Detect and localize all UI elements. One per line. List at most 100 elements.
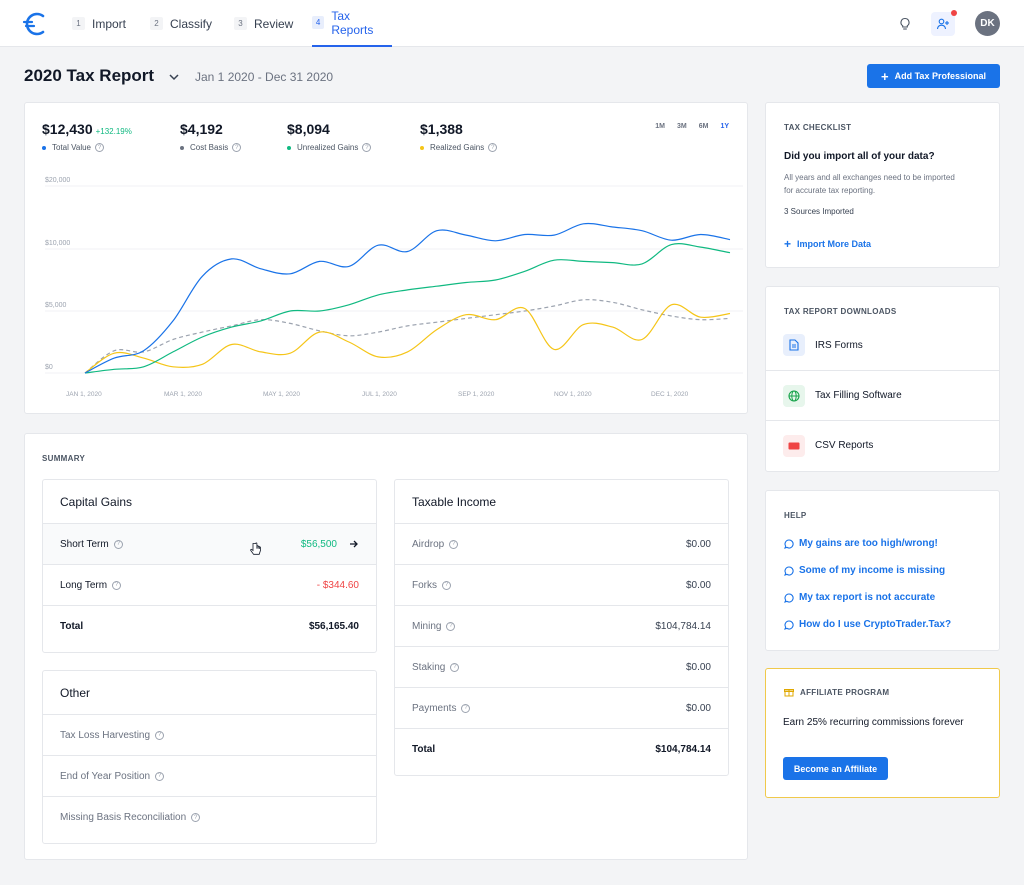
long-term-value: - $344.60	[316, 579, 359, 591]
chevron-down-icon[interactable]	[167, 70, 181, 84]
step-number: 4	[312, 16, 325, 29]
info-icon[interactable]: ?	[191, 813, 201, 822]
become-affiliate-button[interactable]: Become an Affiliate	[783, 757, 888, 780]
step-number: 1	[72, 17, 85, 30]
info-icon[interactable]: ?	[112, 580, 122, 590]
info-icon[interactable]: ?	[362, 143, 372, 152]
x-tick-label: JAN 1, 2020	[66, 391, 102, 398]
step-number: 3	[234, 17, 247, 30]
step-tax-reports[interactable]: 4 Tax Reports	[312, 0, 392, 47]
short-term-row[interactable]: Short Term? $56,500	[43, 524, 376, 565]
info-icon[interactable]: ?	[113, 539, 123, 549]
avatar[interactable]: DK	[975, 11, 1000, 36]
gift-icon	[784, 689, 794, 697]
help-link-gains-wrong[interactable]: My gains are too high/wrong!	[784, 538, 938, 549]
info-icon[interactable]: ?	[450, 662, 460, 672]
range-1m[interactable]: 1M	[655, 123, 665, 130]
sources-imported: 3 Sources Imported	[784, 207, 854, 216]
other-title: Other	[43, 671, 376, 715]
row-label: Airdrop	[412, 538, 445, 550]
download-label: CSV Reports	[815, 440, 874, 451]
step-review[interactable]: 3 Review	[234, 0, 293, 47]
stat-cost-basis: $4,192 Cost Basis?	[180, 121, 242, 152]
mining-row[interactable]: Mining? $104,784.14	[395, 606, 728, 647]
range-1y[interactable]: 1Y	[720, 123, 729, 130]
info-icon[interactable]: ?	[461, 703, 471, 713]
info-icon[interactable]: ?	[155, 771, 165, 781]
download-irs-forms[interactable]: IRS Forms	[766, 320, 999, 370]
legend-dot	[287, 145, 291, 150]
step-label: Import	[92, 16, 127, 31]
end-of-year-position-row[interactable]: End of Year Position?	[43, 756, 376, 797]
stat-value: $1,388	[420, 121, 463, 137]
notification-dot	[951, 10, 957, 16]
plus-icon: +	[881, 68, 889, 84]
help-link-how-to-use[interactable]: How do I use CryptoTrader.Tax?	[784, 619, 951, 630]
info-icon[interactable]: ?	[232, 143, 242, 152]
step-import[interactable]: 1 Import	[72, 0, 126, 47]
y-tick-label: $10,000	[45, 240, 70, 247]
x-tick-label: JUL 1, 2020	[362, 391, 397, 398]
download-tax-filling-software[interactable]: Tax Filling Software	[766, 370, 999, 420]
legend-dot	[180, 145, 184, 150]
legend-dot	[420, 145, 424, 150]
import-more-data-link[interactable]: + Import More Data	[784, 237, 871, 251]
row-value: $0.00	[685, 538, 711, 550]
step-label: Classify	[170, 16, 213, 31]
download-label: IRS Forms	[815, 339, 863, 351]
help-link-label: Some of my income is missing	[799, 565, 946, 576]
row-label: Mining	[412, 620, 442, 632]
range-3m[interactable]: 3M	[676, 123, 687, 130]
button-label: Add Tax Professional	[894, 71, 986, 81]
info-icon[interactable]: ?	[442, 580, 451, 590]
taxable-income-title: Taxable Income	[395, 480, 728, 524]
help-caption: HELP	[784, 511, 807, 520]
stat-total-value: $12,430 +132.19% Total Value?	[42, 121, 132, 152]
help-link-report-not-accurate[interactable]: My tax report is not accurate	[784, 592, 935, 603]
step-classify[interactable]: 2 Classify	[150, 0, 212, 47]
help-chat-icon	[784, 592, 794, 603]
missing-basis-row[interactable]: Missing Basis Reconciliation?	[43, 797, 376, 838]
help-chat-icon	[784, 619, 794, 630]
lightbulb-icon	[900, 17, 910, 30]
tax-loss-harvesting-row[interactable]: Tax Loss Harvesting?	[43, 715, 376, 756]
range-6m[interactable]: 6M	[698, 123, 709, 130]
tax-checklist-card: TAX CHECKLIST Did you import all of your…	[765, 102, 1000, 268]
airdrop-row[interactable]: Airdrop? $0.00	[395, 524, 728, 565]
add-tax-professional-button[interactable]: + Add Tax Professional	[867, 64, 1000, 88]
row-label: Total	[60, 621, 84, 632]
affiliate-caption: AFFILIATE PROGRAM	[800, 687, 890, 697]
help-chat-icon	[784, 565, 794, 576]
download-csv-reports[interactable]: CSV Reports	[766, 420, 999, 470]
help-link-income-missing[interactable]: Some of my income is missing	[784, 565, 945, 576]
arrow-right-icon[interactable]	[349, 539, 359, 549]
row-value: $0.00	[685, 661, 711, 673]
info-icon[interactable]: ?	[446, 621, 456, 631]
date-range: Jan 1 2020 - Dec 31 2020	[195, 70, 334, 84]
app-logo-icon[interactable]	[22, 10, 50, 38]
long-term-row[interactable]: Long Term? - $344.60	[43, 565, 376, 606]
row-label: Forks	[412, 579, 437, 591]
lightbulb-button[interactable]	[893, 12, 917, 36]
link-label: Import More Data	[797, 239, 872, 249]
info-icon[interactable]: ?	[155, 730, 165, 740]
hand-cursor-icon	[250, 542, 261, 555]
x-tick-label: SEP 1, 2020	[458, 391, 495, 398]
info-icon[interactable]: ?	[95, 143, 104, 152]
row-label: Total	[412, 744, 436, 755]
series-line-realized-gains	[84, 303, 731, 374]
csv-icon	[783, 434, 805, 457]
info-icon[interactable]: ?	[488, 143, 498, 152]
checklist-caption: TAX CHECKLIST	[784, 123, 852, 132]
globe-icon	[783, 384, 805, 407]
step-label: Tax Reports	[331, 8, 374, 37]
capital-gains-total-row: Total $56,165.40	[43, 606, 376, 647]
stat-realized-gains: $1,388 Realized Gains?	[420, 121, 498, 152]
forks-row[interactable]: Forks? $0.00	[395, 565, 728, 606]
capital-gains-box: Capital Gains Short Term? $56,500 Long T…	[42, 479, 377, 653]
staking-row[interactable]: Staking? $0.00	[395, 647, 728, 688]
info-icon[interactable]: ?	[449, 539, 459, 549]
downloads-caption: TAX REPORT DOWNLOADS	[784, 307, 897, 316]
payments-row[interactable]: Payments? $0.00	[395, 688, 728, 729]
invite-user-button[interactable]	[931, 12, 955, 36]
